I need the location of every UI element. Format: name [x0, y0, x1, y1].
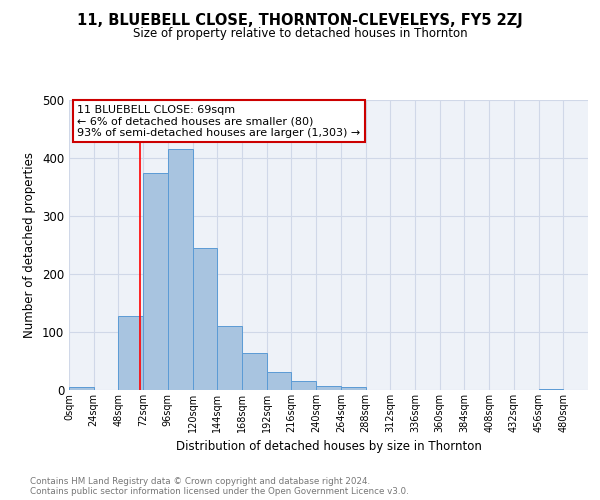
Bar: [267, 372, 292, 390]
Text: 11, BLUEBELL CLOSE, THORNTON-CLEVELEYS, FY5 2ZJ: 11, BLUEBELL CLOSE, THORNTON-CLEVELEYS, …: [77, 12, 523, 28]
Text: Contains public sector information licensed under the Open Government Licence v3: Contains public sector information licen…: [30, 488, 409, 496]
Bar: [292, 382, 316, 390]
Bar: [217, 326, 242, 390]
Bar: [539, 389, 563, 390]
X-axis label: Distribution of detached houses by size in Thornton: Distribution of detached houses by size …: [176, 440, 481, 454]
Y-axis label: Number of detached properties: Number of detached properties: [23, 152, 37, 338]
Bar: [168, 150, 193, 390]
Bar: [316, 386, 341, 390]
Bar: [69, 387, 94, 390]
Bar: [193, 248, 217, 390]
Text: Size of property relative to detached houses in Thornton: Size of property relative to detached ho…: [133, 28, 467, 40]
Text: 11 BLUEBELL CLOSE: 69sqm
← 6% of detached houses are smaller (80)
93% of semi-de: 11 BLUEBELL CLOSE: 69sqm ← 6% of detache…: [77, 104, 361, 138]
Bar: [242, 354, 267, 390]
Bar: [143, 172, 168, 390]
Bar: [118, 316, 143, 390]
Text: Contains HM Land Registry data © Crown copyright and database right 2024.: Contains HM Land Registry data © Crown c…: [30, 478, 370, 486]
Bar: [341, 387, 365, 390]
